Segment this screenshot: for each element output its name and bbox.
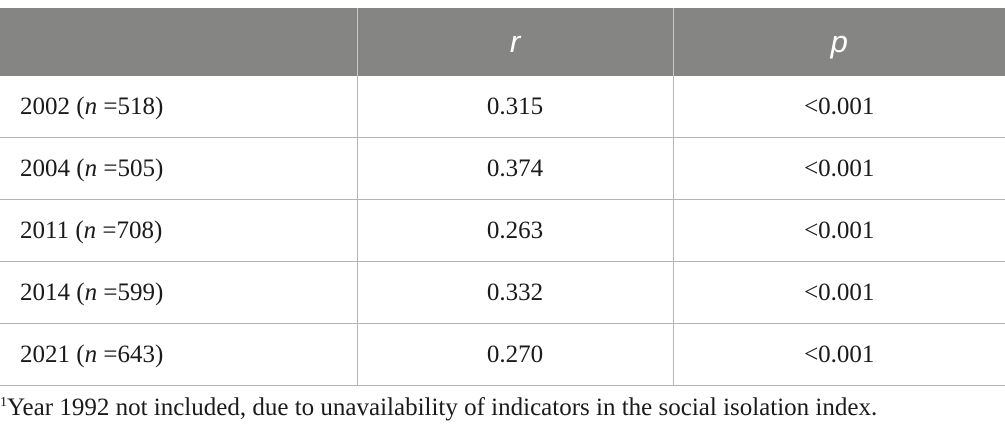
n-symbol: n [84, 340, 98, 368]
equals-sign: = [103, 278, 118, 306]
p-value: <0.001 [673, 137, 1005, 200]
row-label: 2021 (n =643) [0, 323, 358, 386]
table-row: 2011 (n =708) 0.263 <0.001 [0, 199, 1005, 262]
n-symbol: n [83, 216, 97, 244]
r-value: 0.263 [357, 199, 674, 262]
equals-sign: = [102, 216, 117, 244]
p-value: <0.001 [673, 261, 1005, 324]
header-r: r [357, 8, 674, 76]
p-value: <0.001 [673, 76, 1005, 138]
n-symbol: n [84, 92, 98, 120]
r-value: 0.270 [357, 323, 674, 386]
n-value: 505 [117, 154, 155, 182]
row-label: 2004 (n =505) [0, 137, 358, 200]
correlation-table: r p 2002 (n =518) 0.315 <0.001 2004 (n =… [0, 8, 1005, 386]
n-value: 599 [117, 278, 155, 306]
year-value: 2011 [20, 216, 70, 244]
row-label: 2002 (n =518) [0, 76, 358, 138]
header-blank [0, 8, 358, 76]
equals-sign: = [103, 92, 118, 120]
header-row: r p [0, 8, 1005, 76]
r-value: 0.332 [357, 261, 674, 324]
header-p: p [673, 8, 1005, 76]
r-value: 0.374 [357, 137, 674, 200]
year-value: 2014 [20, 278, 70, 306]
n-value: 708 [116, 216, 155, 244]
table-row: 2002 (n =518) 0.315 <0.001 [0, 76, 1005, 138]
n-symbol: n [84, 278, 98, 306]
table-footnote: 1Year 1992 not included, due to unavaila… [0, 394, 877, 422]
year-value: 2021 [20, 340, 70, 368]
p-value: <0.001 [673, 323, 1005, 386]
p-value: <0.001 [673, 199, 1005, 262]
equals-sign: = [103, 340, 118, 368]
n-symbol: n [84, 154, 98, 182]
correlation-table-container: r p 2002 (n =518) 0.315 <0.001 2004 (n =… [0, 8, 1005, 386]
n-value: 643 [117, 340, 155, 368]
table-row: 2004 (n =505) 0.374 <0.001 [0, 137, 1005, 200]
table-row: 2021 (n =643) 0.270 <0.001 [0, 323, 1005, 386]
year-value: 2002 [20, 92, 70, 120]
footnote-marker: 1 [0, 395, 7, 410]
footnote-text: Year 1992 not included, due to unavailab… [7, 394, 878, 421]
row-label: 2014 (n =599) [0, 261, 358, 324]
r-value: 0.315 [357, 76, 674, 138]
row-label: 2011 (n =708) [0, 199, 358, 262]
n-value: 518 [117, 92, 155, 120]
year-value: 2004 [20, 154, 70, 182]
equals-sign: = [103, 154, 118, 182]
table-row: 2014 (n =599) 0.332 <0.001 [0, 261, 1005, 324]
